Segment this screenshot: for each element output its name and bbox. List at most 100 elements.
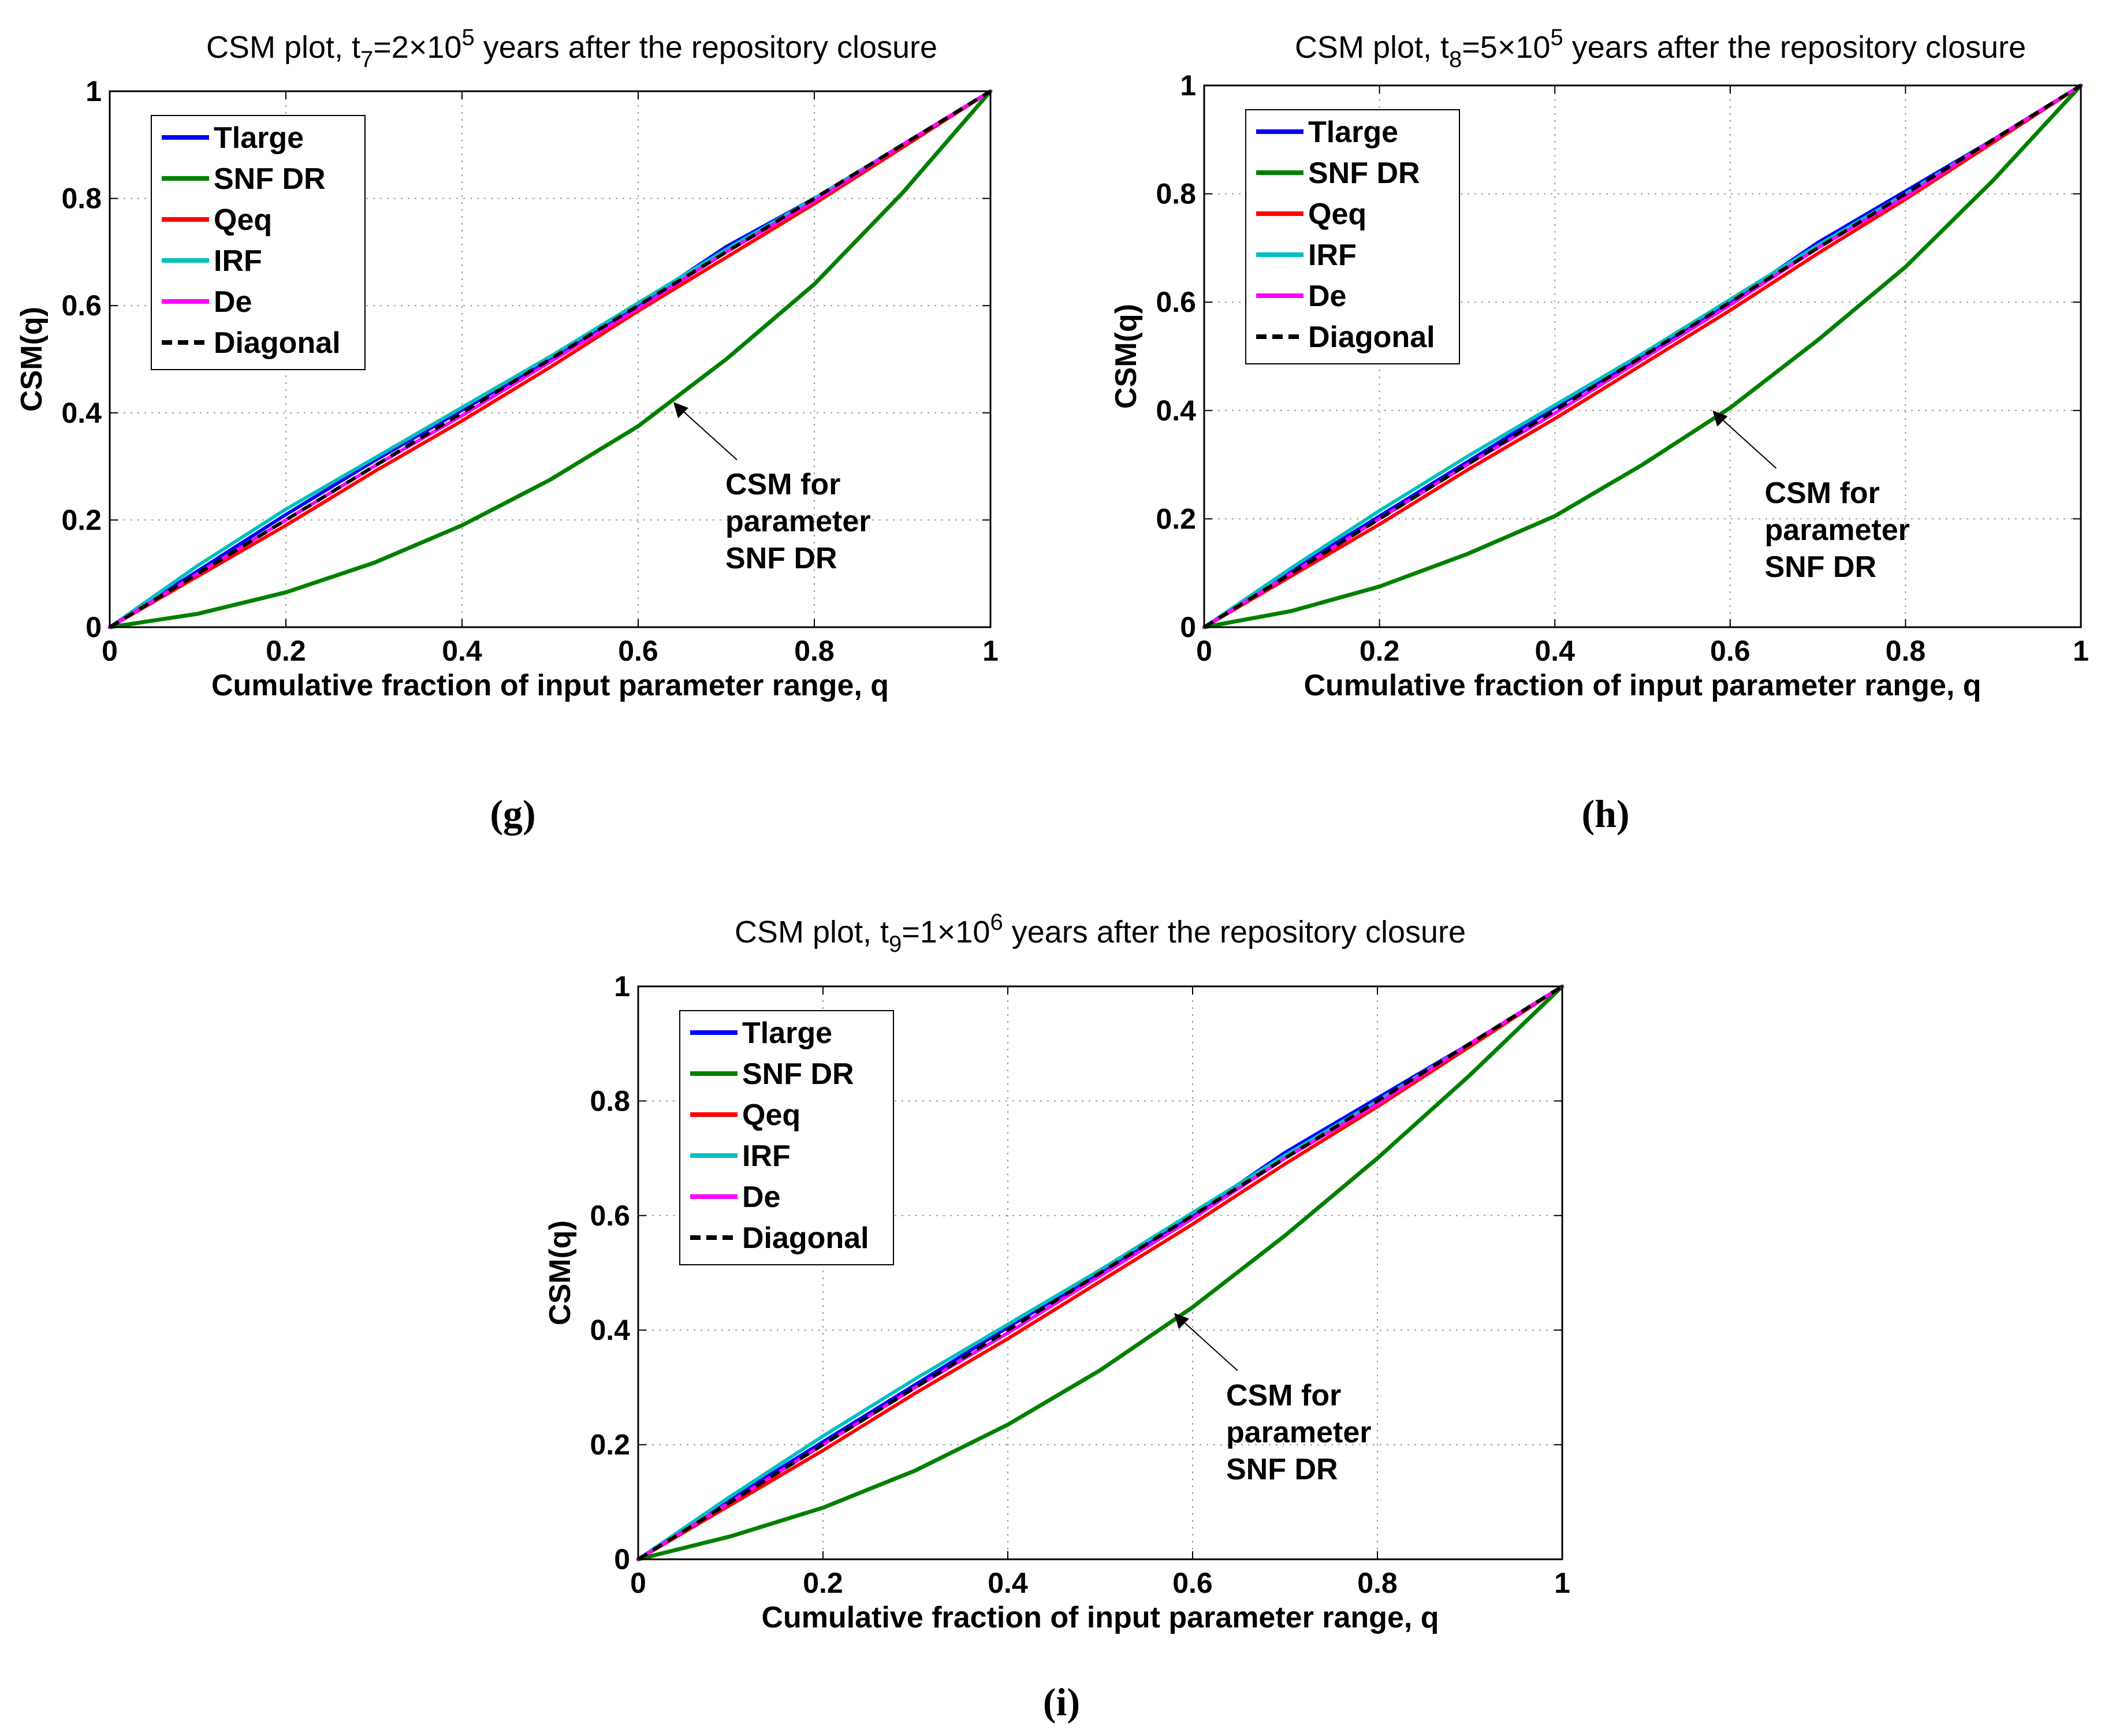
y-tick-label: 1 — [614, 970, 630, 1003]
panel-caption: (h) — [1581, 792, 1629, 836]
annotation-arrow-head — [673, 402, 688, 419]
annotation-arrow-line — [1715, 413, 1777, 469]
series-line-qeq — [636, 985, 1564, 1561]
series-line-diagonal — [1203, 84, 2082, 629]
annotation-text: parameter — [1226, 1415, 1371, 1449]
y-tick-label: 0.4 — [590, 1314, 630, 1346]
axes-frame — [109, 90, 992, 628]
x-tick-label: 0.4 — [1535, 635, 1575, 667]
y-tick-label: 0.6 — [61, 289, 102, 322]
annotation-text: CSM for — [725, 468, 840, 501]
chart-panel: CSM plot, t7=2×105 years after the repos… — [15, 25, 999, 836]
x-axis-label: Cumulative fraction of input parameter r… — [211, 669, 889, 702]
x-tick-label: 1 — [982, 635, 999, 667]
series-line-qeq — [108, 90, 992, 629]
chart-title: CSM plot, t8=5×105 years after the repos… — [1295, 25, 2026, 72]
x-axis-label: Cumulative fraction of input parameter r… — [1303, 669, 1981, 702]
chart-title: CSM plot, t9=1×106 years after the repos… — [735, 910, 1466, 957]
legend-label: Qeq — [1308, 198, 1366, 231]
legend-label: Qeq — [214, 203, 272, 237]
y-tick-label: 0 — [1180, 611, 1196, 643]
y-axis-label: CSM(q) — [543, 1220, 577, 1325]
y-tick-label: 0.6 — [590, 1199, 630, 1232]
x-tick-label: 0.4 — [988, 1567, 1028, 1599]
series-line-snf-dr — [1202, 83, 2083, 629]
legend-label: SNF DR — [742, 1057, 854, 1091]
x-tick-label: 0.4 — [442, 635, 482, 667]
x-tick-label: 0.2 — [803, 1567, 843, 1599]
legend-label: IRF — [742, 1139, 791, 1173]
annotation-arrow-head — [1174, 1313, 1189, 1329]
legend-label: Diagonal — [1308, 321, 1435, 354]
legend-label: Diagonal — [214, 326, 341, 360]
y-tick-label: 0 — [85, 611, 102, 643]
legend-label: Diagonal — [742, 1221, 869, 1255]
series-line-snf-dr — [107, 89, 993, 629]
y-tick-label: 0.8 — [590, 1085, 630, 1117]
legend-label: De — [214, 285, 252, 319]
y-tick-label: 0.8 — [61, 182, 102, 215]
x-tick-label: 0.2 — [266, 635, 306, 667]
annotation-arrow-line — [676, 405, 738, 460]
series-line-qeq — [1202, 84, 2083, 629]
annotation-text: CSM for — [1764, 476, 1879, 510]
y-axis-label: CSM(q) — [1109, 304, 1143, 409]
annotation-text: SNF DR — [1764, 550, 1876, 584]
x-tick-label: 0 — [630, 1567, 646, 1599]
x-tick-label: 0.6 — [618, 635, 658, 667]
y-tick-label: 0.6 — [1156, 286, 1196, 318]
x-tick-label: 0.8 — [1357, 1567, 1398, 1599]
y-tick-label: 0 — [614, 1543, 630, 1575]
x-axis-label: Cumulative fraction of input parameter r… — [761, 1601, 1439, 1634]
legend-label: Tlarge — [214, 121, 304, 155]
legend-label: Tlarge — [742, 1016, 832, 1050]
y-tick-label: 0.2 — [61, 504, 102, 536]
axes-frame — [1203, 84, 2082, 628]
y-tick-label: 0.2 — [1156, 502, 1196, 535]
annotation-text: SNF DR — [725, 542, 837, 575]
annotation-text: CSM for — [1226, 1379, 1341, 1412]
chart-panel: CSM plot, t8=5×105 years after the repos… — [1109, 25, 2089, 836]
x-tick-label: 0 — [1196, 635, 1212, 667]
legend-label: Qeq — [742, 1098, 800, 1132]
y-tick-label: 0.4 — [1156, 394, 1196, 427]
y-tick-label: 1 — [85, 75, 102, 107]
y-tick-label: 1 — [1180, 69, 1196, 102]
legend-label: De — [742, 1180, 780, 1214]
annotation-arrow-line — [1177, 1316, 1238, 1372]
x-tick-label: 0.2 — [1360, 635, 1400, 667]
legend-label: De — [1308, 280, 1346, 313]
annotation-arrow-head — [1712, 410, 1728, 427]
panel-caption: (g) — [490, 792, 535, 836]
legend-label: SNF DR — [214, 162, 326, 196]
legend-box — [151, 115, 366, 370]
x-tick-label: 1 — [2073, 635, 2089, 667]
series-line-diagonal — [637, 985, 1563, 1561]
series-line-diagonal — [109, 90, 992, 629]
x-tick-label: 0.8 — [1886, 635, 1926, 667]
series-line-snf-dr — [636, 984, 1565, 1562]
x-tick-label: 0.8 — [794, 635, 835, 667]
x-tick-label: 0 — [102, 635, 118, 667]
y-tick-label: 0.8 — [1156, 178, 1196, 210]
y-tick-label: 0.2 — [590, 1429, 630, 1461]
annotation-text: parameter — [725, 505, 870, 538]
legend-box — [1245, 109, 1460, 364]
legend-label: Tlarge — [1308, 116, 1398, 149]
x-tick-label: 1 — [1554, 1567, 1570, 1599]
legend-box — [679, 1010, 894, 1265]
y-axis-label: CSM(q) — [15, 307, 49, 412]
legend-label: IRF — [214, 244, 262, 278]
y-tick-label: 0.4 — [61, 397, 102, 429]
axes-frame — [637, 985, 1563, 1560]
chart-panel: CSM plot, t9=1×106 years after the repos… — [543, 910, 1570, 1724]
legend-label: IRF — [1308, 239, 1357, 272]
annotation-text: SNF DR — [1226, 1452, 1338, 1486]
chart-title: CSM plot, t7=2×105 years after the repos… — [206, 25, 937, 72]
panel-caption: (i) — [1043, 1680, 1080, 1724]
x-tick-label: 0.6 — [1710, 635, 1751, 667]
annotation-text: parameter — [1764, 513, 1909, 547]
x-tick-label: 0.6 — [1172, 1567, 1213, 1599]
legend-label: SNF DR — [1308, 157, 1420, 190]
